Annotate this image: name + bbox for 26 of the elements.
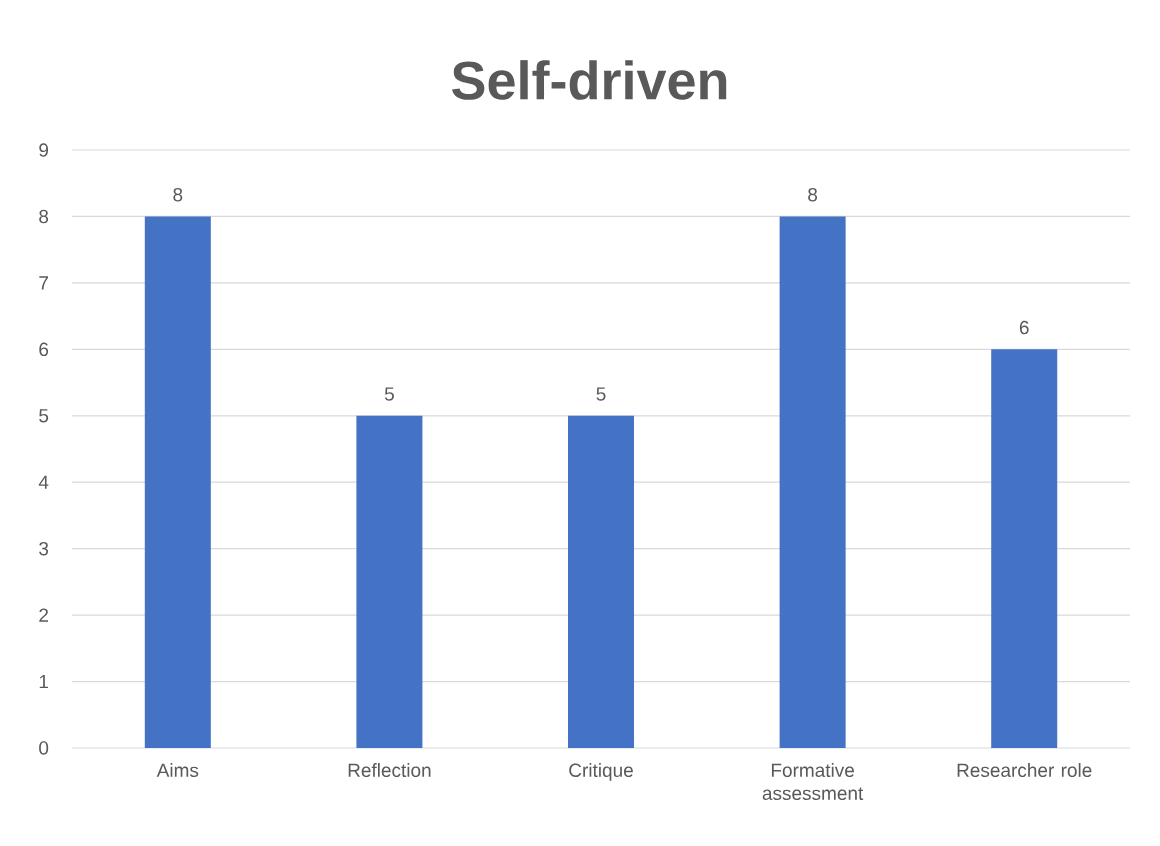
data-label: 5 [596, 387, 606, 401]
x-tick-label: Aims [156, 763, 199, 778]
y-tick-label: 5 [39, 409, 49, 423]
bar [779, 216, 846, 748]
data-label: 5 [384, 387, 394, 401]
data-label: 8 [173, 187, 183, 202]
y-tick-label: 1 [39, 675, 48, 689]
y-tick-label: 6 [39, 342, 49, 357]
chart-title: Self-driven [452, 60, 727, 100]
data-label: 8 [808, 187, 818, 202]
bar [991, 349, 1058, 748]
bar [568, 415, 635, 748]
y-tick-label: 3 [39, 541, 49, 556]
y-tick-label: 4 [38, 475, 49, 489]
x-tick-label: Researcher role [957, 763, 1092, 778]
bar [144, 216, 211, 748]
bar [356, 415, 423, 748]
y-tick-label: 2 [39, 608, 48, 622]
y-tick-label: 9 [39, 143, 49, 157]
x-tick-label: Formative assessment [762, 763, 864, 801]
data-label: 6 [1019, 320, 1029, 335]
y-tick-label: 7 [39, 276, 48, 290]
y-tick-label: 8 [39, 209, 49, 224]
y-tick-label: 0 [39, 741, 49, 755]
x-tick-label: Critique [569, 763, 633, 781]
x-tick-label: Reflection [348, 763, 431, 778]
